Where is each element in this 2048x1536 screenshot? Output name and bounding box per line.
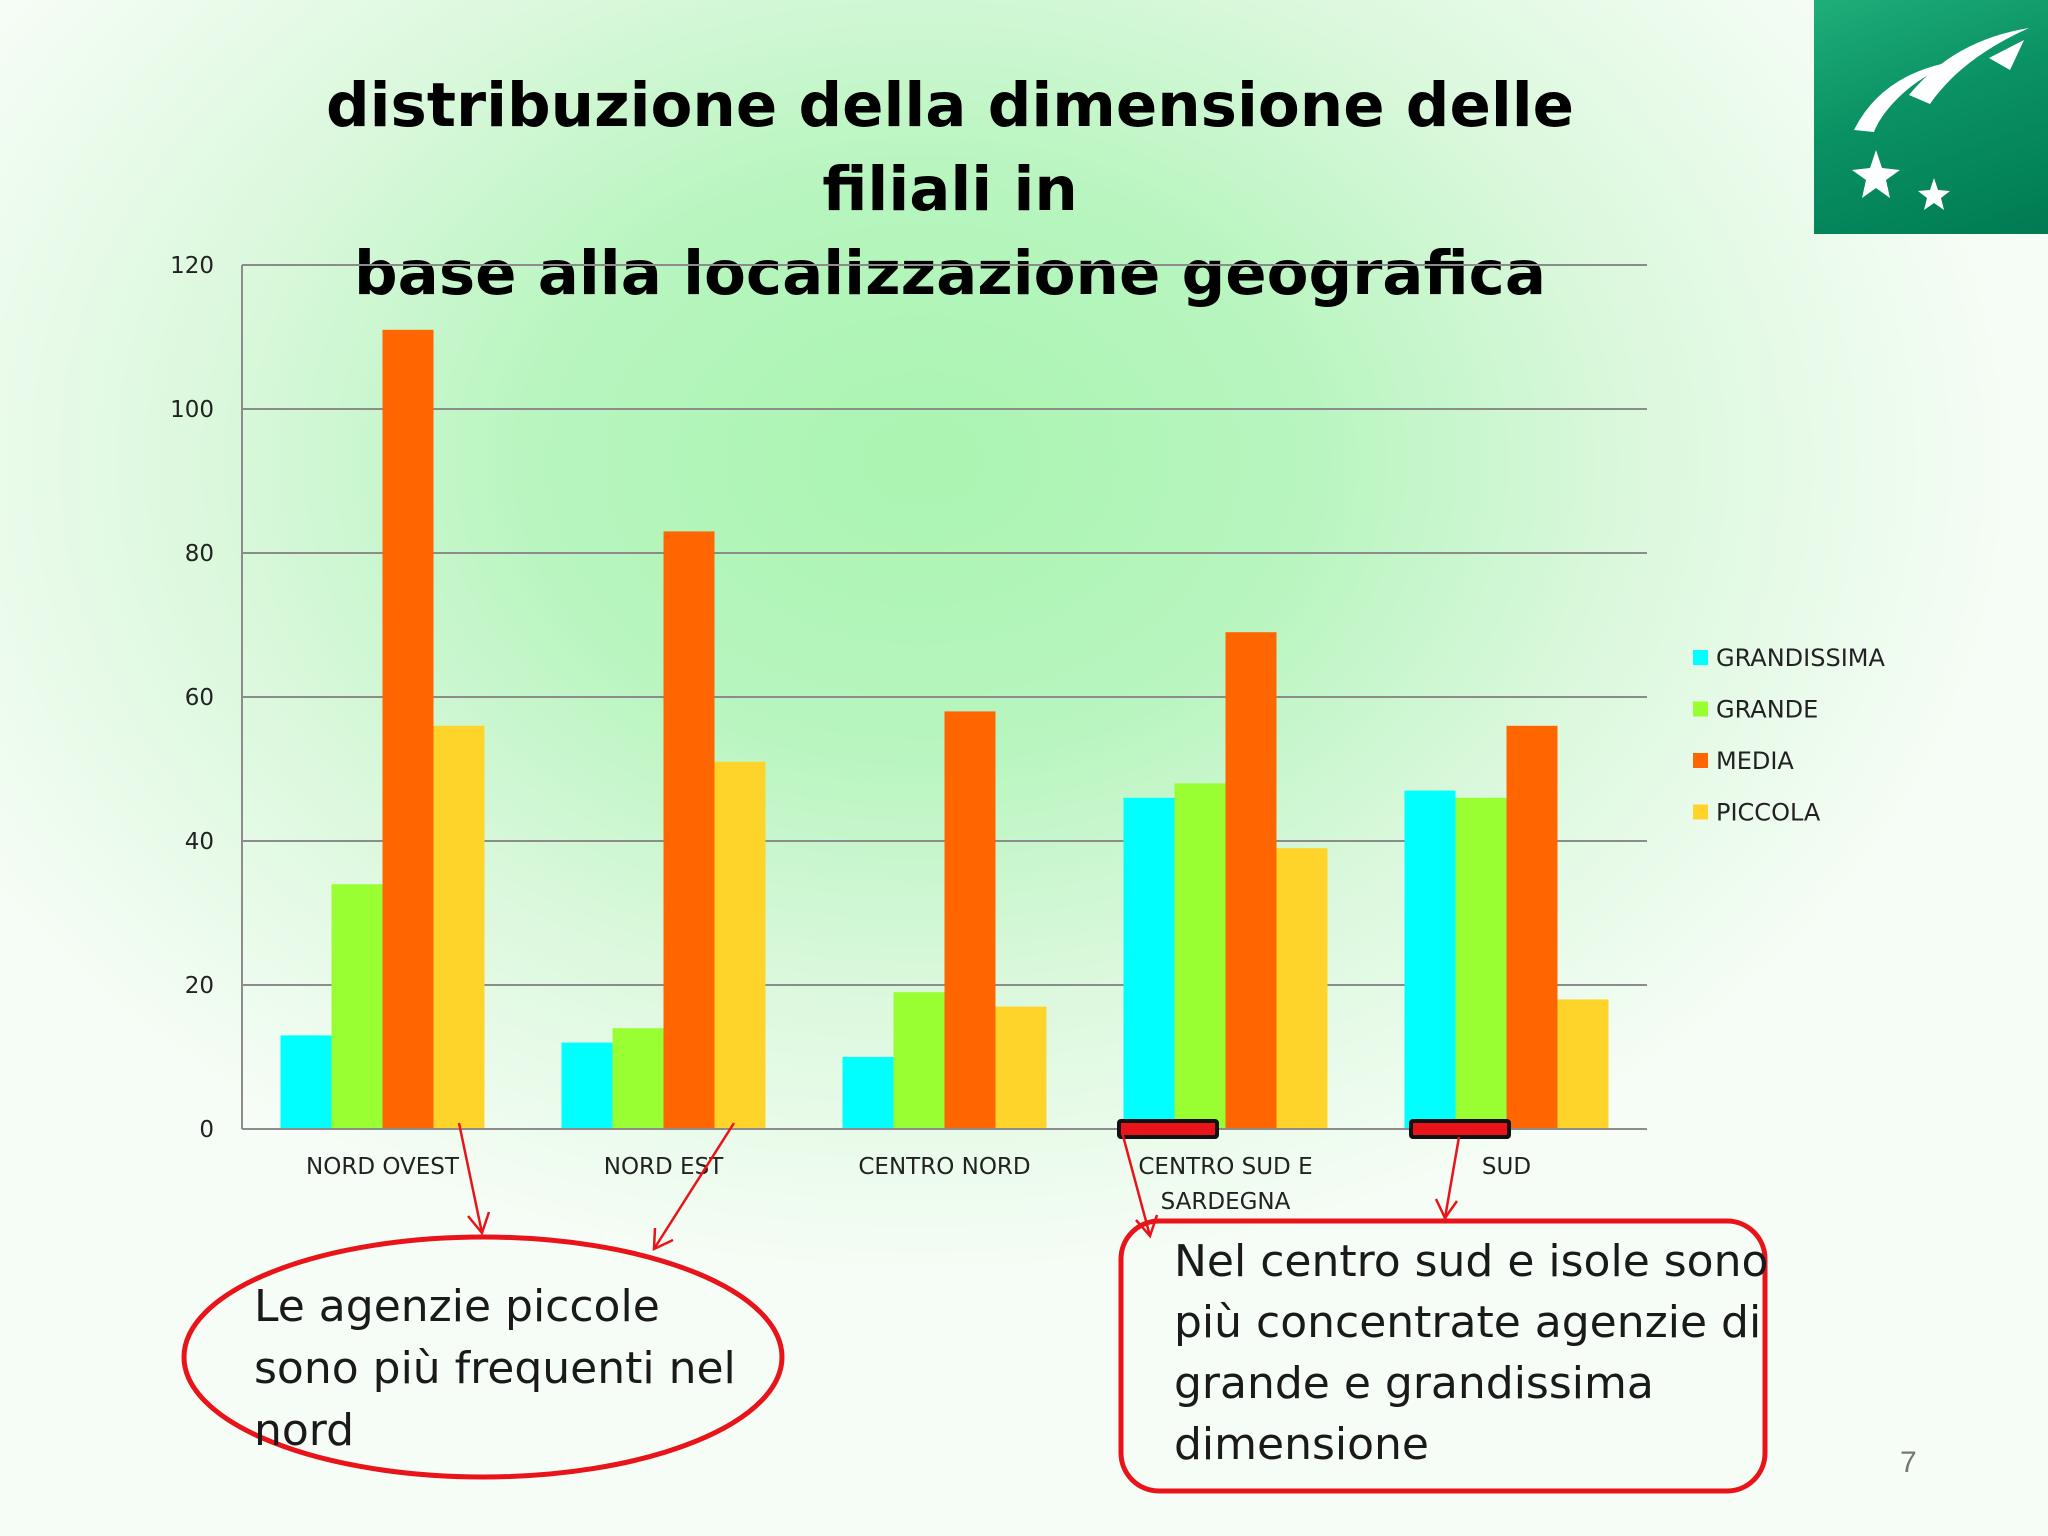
legend-label-grandissima: GRANDISSIMA: [1716, 644, 1885, 672]
bar-grandissima-centro-sud-e-sardegna: [1123, 797, 1175, 1129]
bar-media-nord-ovest: [382, 329, 434, 1129]
bars: [242, 329, 1647, 1130]
bar-media-nord-est: [663, 531, 715, 1129]
x-tick-label-centro-nord: CENTRO NORD: [858, 1154, 1030, 1180]
bar-piccola-sud: [1557, 999, 1609, 1129]
legend-label-media: MEDIA: [1716, 747, 1794, 775]
bar-grande-centro-sud-e-sardegna: [1174, 783, 1226, 1129]
bar-grandissima-nord-ovest: [280, 1035, 332, 1129]
y-tick-label-0: 0: [199, 1117, 214, 1143]
north-callout-text: Le agenzie piccole sono più frequenti ne…: [254, 1281, 736, 1456]
arrow-to-north-callout-2: [652, 1122, 736, 1252]
bar-grande-sud: [1455, 797, 1507, 1129]
north-callout-ellipse: [181, 1234, 785, 1480]
title-line-2: base alla localizzazione geografica: [353, 238, 1546, 309]
slide-title: distribuzione della dimensione delle fil…: [250, 64, 1650, 316]
y-tick-label-60: 60: [185, 685, 214, 711]
bar-grande-centro-nord: [893, 992, 945, 1129]
legend-label-grande: GRANDE: [1716, 696, 1818, 724]
bar-piccola-nord-est: [714, 761, 766, 1129]
legend-swatch-media: [1693, 753, 1708, 768]
annotations: [181, 1119, 1768, 1494]
title-line-1: distribuzione della dimensione delle fil…: [325, 70, 1575, 225]
x-tick-label-sud: SUD: [1482, 1154, 1531, 1180]
bar-grande-nord-ovest: [331, 884, 383, 1129]
arrow-to-south-callout-2: [1434, 1136, 1461, 1221]
bar-piccola-nord-ovest: [433, 725, 485, 1129]
y-tick-label-40: 40: [185, 829, 214, 855]
x-tick-label-centro-sud-e-sardegna: CENTRO SUD E SARDEGNA: [1138, 1154, 1312, 1215]
y-tick-label-80: 80: [185, 541, 214, 567]
x-tick-label-nord-est: NORD EST: [604, 1154, 724, 1180]
bar-grandissima-centro-nord: [842, 1057, 894, 1129]
bar-piccola-centro-sud-e-sardegna: [1276, 848, 1328, 1129]
y-tick-label-20: 20: [185, 973, 214, 999]
arrow-to-north-callout-1: [457, 1122, 491, 1236]
page-number: 7: [1900, 1446, 1917, 1479]
bar-piccola-centro-nord: [995, 1006, 1047, 1129]
legend-label-piccola: PICCOLA: [1716, 799, 1821, 827]
arrow-to-south-callout-1: [1120, 1131, 1159, 1239]
legend-swatch-grandissima: [1693, 650, 1708, 665]
x-tick-label-nord-ovest: NORD OVEST: [306, 1154, 460, 1180]
bar-media-centro-nord: [944, 711, 996, 1129]
stars-logo-icon: [1852, 28, 2029, 210]
bar-grande-nord-est: [612, 1028, 664, 1129]
legend-swatch-piccola: [1693, 804, 1708, 820]
legend-swatch-grande: [1693, 701, 1708, 717]
bar-grandissima-nord-est: [561, 1042, 613, 1129]
bar-media-sud: [1506, 725, 1558, 1129]
highlight-marker-sud: [1409, 1119, 1511, 1139]
highlight-marker-centro-sud: [1117, 1119, 1219, 1139]
south-callout-box: [1118, 1218, 1768, 1494]
bar-grandissima-sud: [1404, 790, 1456, 1129]
y-axis-tick-labels: 0 20 40 60 80 100 120: [170, 253, 214, 1143]
south-callout-text: Nel centro sud e isole sono più concentr…: [1174, 1236, 1769, 1470]
y-tick-label-100: 100: [170, 397, 214, 423]
bar-media-centro-sud-e-sardegna: [1225, 632, 1277, 1129]
legend: GRANDISSIMA GRANDE MEDIA PICCOLA: [1693, 644, 1885, 827]
x-axis-category-labels: NORD OVEST NORD EST CENTRO NORD CENTRO SUD …: [306, 1154, 1531, 1215]
bnp-paribas-logo: [1814, 0, 2048, 234]
y-tick-label-120: 120: [170, 253, 214, 279]
